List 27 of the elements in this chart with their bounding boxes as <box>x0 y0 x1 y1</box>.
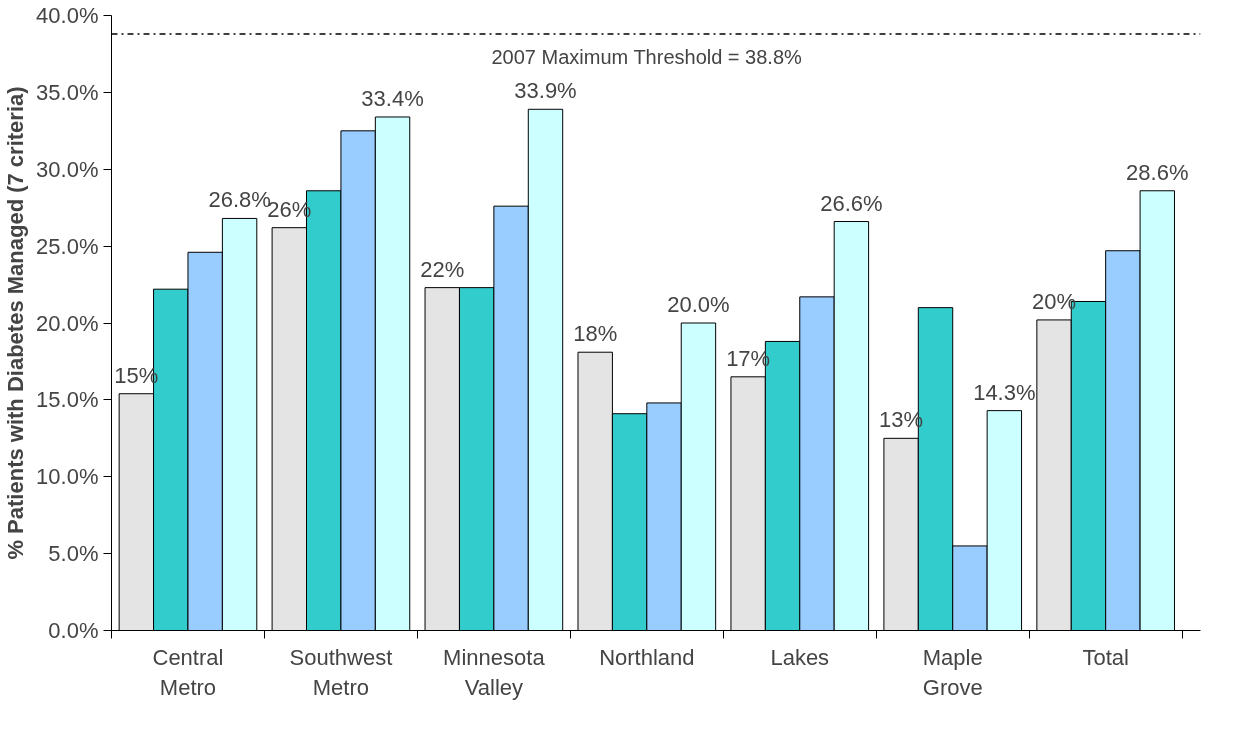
data-label: 14.3% <box>973 379 1036 405</box>
data-label: 28.6% <box>1126 159 1189 185</box>
data-label: 33.9% <box>514 78 577 104</box>
x-tick-label: Lakes <box>770 644 830 670</box>
y-tick-label: 10.0% <box>36 464 99 490</box>
x-tick-label: Central Metro <box>152 644 224 700</box>
data-label: 20% <box>1032 288 1077 314</box>
y-tick-label: 40.0% <box>36 3 99 28</box>
y-tick-label: 15.0% <box>36 387 99 413</box>
x-tick-label: Minnesota Valley <box>443 644 546 700</box>
y-tick-label: 5.0% <box>48 541 99 567</box>
data-label: 18% <box>573 321 618 347</box>
y-tick-label: 0.0% <box>48 618 99 643</box>
data-label: 33.4% <box>361 85 424 111</box>
x-tick-label: Northland <box>599 644 695 670</box>
y-tick-label: 25.0% <box>36 233 99 259</box>
data-label: 26.6% <box>820 190 883 216</box>
y-tick-label: 20.0% <box>36 310 99 336</box>
x-tick-label: Total <box>1082 644 1129 670</box>
x-tick-label: Maple Grove <box>922 644 983 700</box>
y-tick-label: 35.0% <box>36 79 99 105</box>
y-axis-title: % Patients with Diabetes Managed (7 criteria) <box>3 86 29 560</box>
y-tick-label: 30.0% <box>36 156 99 182</box>
data-label: 22% <box>420 256 465 282</box>
data-label: 20.0% <box>667 292 730 317</box>
ref-line-label: 2007 Maximum Threshold = 38.8% <box>491 45 803 68</box>
x-tick-label: Southwest Metro <box>289 644 393 700</box>
